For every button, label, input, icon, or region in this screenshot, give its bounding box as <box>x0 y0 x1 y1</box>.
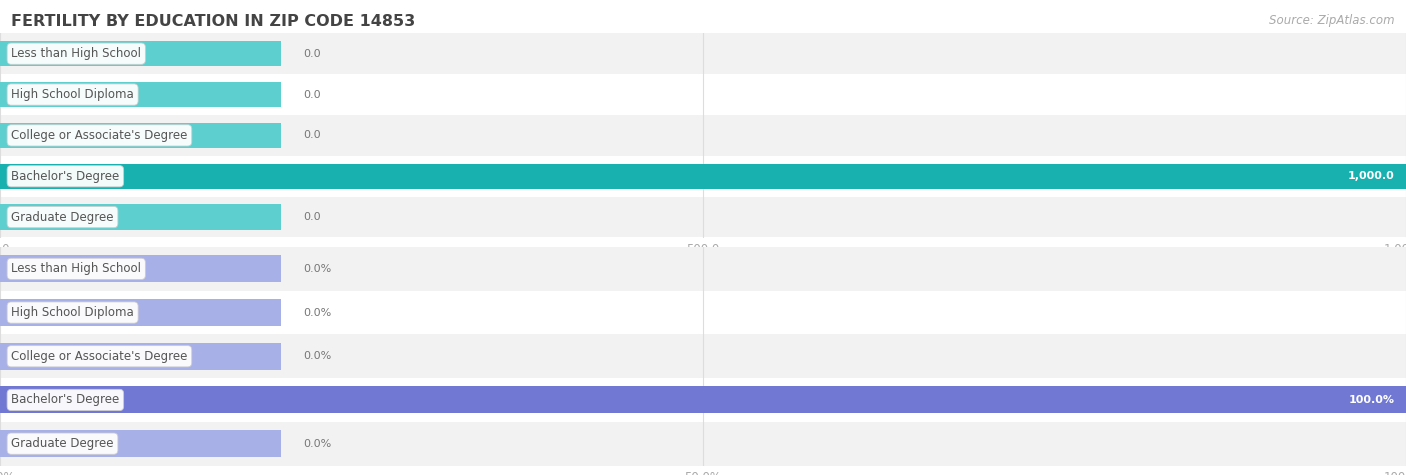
Bar <box>0 41 281 66</box>
Bar <box>0 386 1406 414</box>
Text: Bachelor's Degree: Bachelor's Degree <box>11 170 120 183</box>
Text: 0.0: 0.0 <box>304 212 322 222</box>
Text: Less than High School: Less than High School <box>11 262 141 276</box>
Text: 0.0%: 0.0% <box>304 351 332 361</box>
Text: Graduate Degree: Graduate Degree <box>11 437 114 450</box>
Bar <box>0 204 281 230</box>
Bar <box>0 430 281 457</box>
Text: High School Diploma: High School Diploma <box>11 88 134 101</box>
Text: Less than High School: Less than High School <box>11 47 141 60</box>
Bar <box>0 422 1406 466</box>
Text: Graduate Degree: Graduate Degree <box>11 210 114 224</box>
Text: High School Diploma: High School Diploma <box>11 306 134 319</box>
Bar <box>0 342 281 370</box>
Bar <box>0 299 281 326</box>
Bar <box>0 123 281 148</box>
Text: 100.0%: 100.0% <box>1348 395 1395 405</box>
Text: 0.0%: 0.0% <box>304 264 332 274</box>
Text: 0.0: 0.0 <box>304 48 322 59</box>
Text: 1,000.0: 1,000.0 <box>1348 171 1395 181</box>
Bar <box>0 82 281 107</box>
Text: 0.0: 0.0 <box>304 130 322 141</box>
Bar <box>0 33 1406 74</box>
Text: 0.0%: 0.0% <box>304 438 332 449</box>
Bar <box>0 197 1406 238</box>
Bar <box>0 156 1406 197</box>
Bar <box>0 378 1406 422</box>
Bar <box>0 291 1406 334</box>
Text: College or Associate's Degree: College or Associate's Degree <box>11 129 187 142</box>
Text: Bachelor's Degree: Bachelor's Degree <box>11 393 120 407</box>
Bar <box>0 247 1406 291</box>
Text: College or Associate's Degree: College or Associate's Degree <box>11 350 187 363</box>
Text: FERTILITY BY EDUCATION IN ZIP CODE 14853: FERTILITY BY EDUCATION IN ZIP CODE 14853 <box>11 14 416 29</box>
Bar <box>0 163 1406 189</box>
Bar <box>0 334 1406 378</box>
Bar <box>0 255 281 283</box>
Text: Source: ZipAtlas.com: Source: ZipAtlas.com <box>1270 14 1395 27</box>
Bar <box>0 74 1406 115</box>
Text: 0.0%: 0.0% <box>304 307 332 318</box>
Text: 0.0: 0.0 <box>304 89 322 100</box>
Bar <box>0 115 1406 156</box>
